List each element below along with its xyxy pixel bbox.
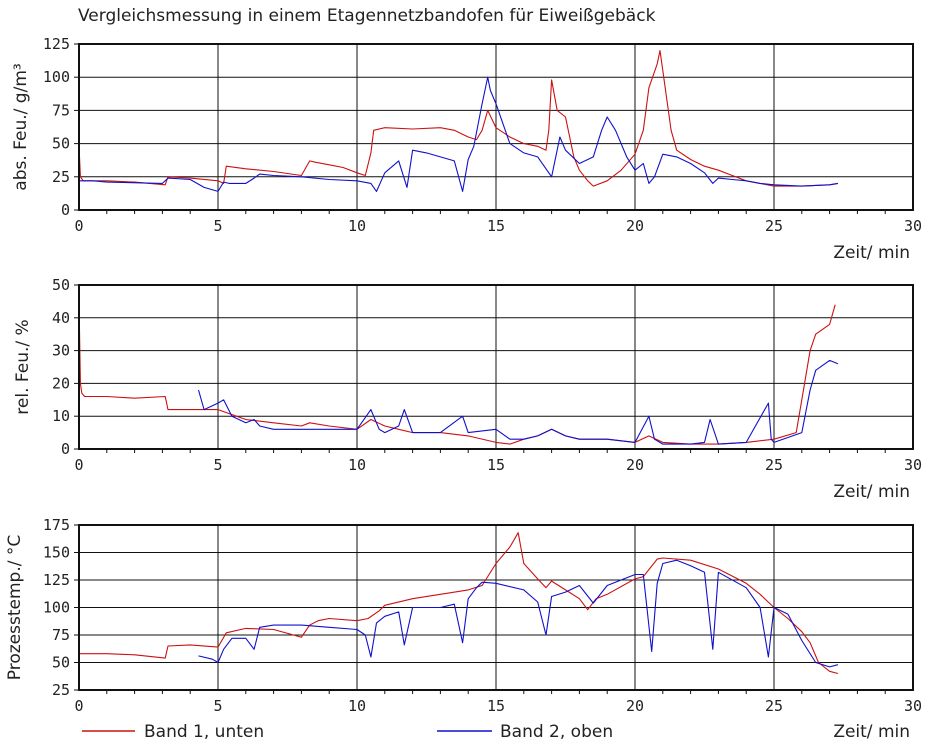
plot-frame: [78, 43, 914, 211]
y-tick-label: 30: [52, 342, 70, 360]
series-line-band2: [79, 76, 838, 192]
legend: Band 1, unten Band 2, oben: [82, 722, 613, 742]
y-tick-label: 100: [43, 68, 70, 86]
y-tick-label: 175: [43, 516, 70, 534]
x-tick-label: 15: [487, 217, 505, 235]
y-axis-label: rel. Feu./ %: [13, 319, 33, 414]
y-axis-label: abs. Feu./ g/m³: [11, 63, 31, 190]
y-tick-label: 75: [52, 101, 70, 119]
y-tick-label: 125: [43, 571, 70, 589]
x-axis-label: Zeit/ min: [833, 722, 910, 742]
x-tick-label: 15: [487, 697, 505, 715]
y-tick-label: 125: [43, 35, 70, 53]
x-tick-label: 5: [213, 456, 222, 474]
x-tick-label: 10: [348, 697, 366, 715]
x-tick-label: 10: [348, 217, 366, 235]
y-tick-label: 50: [52, 276, 70, 294]
x-tick-label: 25: [765, 697, 783, 715]
x-axis-label: Zeit/ min: [833, 243, 910, 263]
rel-humidity-chart: 0 5 10 15 20 25 30 0 10 20 30 40 50 Zeit/ min rel. Feu…: [13, 276, 922, 502]
y-tick-label: 25: [52, 168, 70, 186]
x-tick-label: 0: [74, 697, 83, 715]
y-tick-label: 0: [61, 201, 70, 219]
x-tick-label: 20: [626, 456, 644, 474]
x-tick-label: 5: [213, 217, 222, 235]
x-tick-label: 30: [904, 456, 922, 474]
y-axis-label: Prozesstemp./ °C: [5, 535, 25, 680]
y-tick-label: 0: [61, 440, 70, 458]
figure-title: Vergleichsmessung in einem Etagennetzban…: [78, 6, 656, 26]
y-tick-label: 40: [52, 309, 70, 327]
y-tick-label: 20: [52, 374, 70, 392]
y-tick-label: 150: [43, 544, 70, 562]
legend-label-band1: Band 1, unten: [144, 722, 264, 742]
process-temperature-chart: 0 5 10 15 20 25 30 25 50 75 100 125 150 175 Zeit/ min P…: [5, 516, 922, 742]
x-tick-label: 30: [904, 697, 922, 715]
series-line-band1: [79, 532, 839, 675]
x-tick-label: 10: [348, 456, 366, 474]
series-line-band1: [78, 301, 836, 445]
y-tick-label: 50: [52, 654, 70, 672]
y-tick-label: 50: [52, 135, 70, 153]
x-tick-label: 20: [626, 217, 644, 235]
legend-label-band2: Band 2, oben: [500, 722, 613, 742]
x-tick-label: 25: [765, 217, 783, 235]
series-line-band2: [198, 559, 839, 668]
x-axis-label: Zeit/ min: [833, 482, 910, 502]
x-tick-label: 5: [213, 697, 222, 715]
x-tick-label: 25: [765, 456, 783, 474]
x-tick-label: 20: [626, 697, 644, 715]
y-tick-label: 10: [52, 407, 70, 425]
x-tick-label: 30: [904, 217, 922, 235]
series-line-band2: [197, 359, 839, 445]
series-line-band1: [78, 50, 838, 187]
y-tick-label: 75: [52, 626, 70, 644]
y-tick-label: 100: [43, 599, 70, 617]
plot-frame: [78, 284, 914, 450]
y-tick-label: 25: [52, 681, 70, 699]
abs-humidity-chart: 0 5 10 15 20 25 30 0 25 50 75 100 125 Zeit/ min abs. F…: [11, 35, 922, 263]
x-tick-label: 15: [487, 456, 505, 474]
x-tick-label: 0: [74, 217, 83, 235]
plot-frame: [78, 524, 914, 691]
x-tick-label: 0: [74, 456, 83, 474]
